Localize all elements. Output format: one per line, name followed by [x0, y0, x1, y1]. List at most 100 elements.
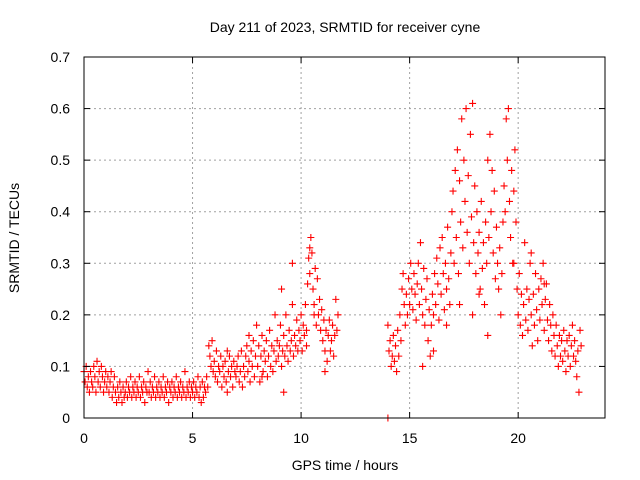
y-tick-label: 0.1: [51, 358, 71, 374]
data-point: [399, 270, 407, 278]
data-point: [155, 378, 163, 386]
data-point: [508, 166, 516, 174]
data-point: [255, 342, 263, 350]
data-point: [293, 316, 301, 324]
data-point: [202, 388, 210, 396]
data-point: [295, 326, 303, 334]
data-point: [415, 301, 423, 309]
data-point: [165, 399, 173, 407]
data-point: [565, 331, 573, 339]
data-point: [282, 311, 290, 319]
data-point: [135, 373, 143, 381]
data-point: [487, 208, 495, 216]
data-point: [447, 249, 455, 257]
data-point: [268, 342, 276, 350]
data-point: [532, 270, 540, 278]
data-point: [332, 295, 340, 303]
y-axis-label: SRMTID / TECUs: [6, 183, 22, 293]
x-tick-label: 10: [293, 430, 309, 446]
data-point: [568, 321, 576, 329]
data-point: [524, 326, 532, 334]
data-point: [301, 301, 309, 309]
data-point: [490, 187, 498, 195]
data-point: [430, 347, 438, 355]
data-point: [419, 362, 427, 370]
data-point: [392, 342, 400, 350]
data-point: [576, 326, 584, 334]
data-point: [272, 357, 280, 365]
data-point: [405, 275, 413, 283]
data-point: [310, 301, 318, 309]
data-point: [575, 388, 583, 396]
data-point: [299, 321, 307, 329]
data-point: [443, 321, 451, 329]
data-point: [307, 234, 315, 241]
data-point: [108, 393, 116, 401]
data-point: [419, 311, 427, 319]
data-point: [514, 311, 522, 319]
data-point: [220, 373, 228, 381]
data-point: [223, 347, 231, 355]
data-point: [527, 311, 535, 319]
data-point: [329, 321, 337, 329]
data-point: [211, 373, 219, 381]
data-point: [436, 244, 444, 252]
data-point: [258, 373, 266, 381]
data-point: [244, 368, 252, 376]
data-point: [512, 218, 520, 226]
data-point: [84, 373, 92, 381]
data-point: [502, 115, 510, 123]
data-point: [309, 285, 317, 293]
data-point: [289, 352, 297, 360]
data-point: [484, 331, 492, 339]
data-point: [479, 239, 487, 247]
y-tick-label: 0.2: [51, 307, 71, 323]
data-point: [449, 187, 457, 195]
data-point: [146, 378, 154, 386]
data-point: [540, 280, 548, 288]
data-point: [440, 306, 448, 314]
data-point: [534, 337, 542, 345]
data-point: [475, 290, 483, 298]
data-point: [556, 352, 564, 360]
y-tick-label: 0.5: [51, 152, 71, 168]
data-point: [469, 311, 477, 319]
data-point: [190, 378, 198, 386]
data-point: [221, 357, 229, 365]
x-tick-label: 0: [80, 430, 88, 446]
data-point: [446, 301, 454, 309]
data-point: [249, 337, 257, 345]
data-point: [456, 301, 464, 309]
data-point: [474, 249, 482, 257]
data-point: [209, 368, 217, 376]
data-point: [254, 362, 262, 370]
data-point: [258, 331, 266, 339]
data-point: [245, 331, 253, 339]
data-point: [279, 347, 287, 355]
data-point: [535, 285, 543, 293]
y-tick-labels: 0 0.1 0.2 0.3 0.4 0.5 0.6 0.7: [51, 49, 71, 426]
data-point: [304, 280, 312, 288]
data-point: [469, 99, 477, 107]
data-point: [559, 357, 567, 365]
data-point: [312, 321, 320, 329]
data-point: [241, 373, 249, 381]
data-point: [306, 270, 314, 278]
data-point: [421, 321, 429, 329]
data-point: [142, 383, 150, 391]
data-point: [540, 326, 548, 334]
data-point: [570, 352, 578, 360]
data-point: [457, 218, 465, 226]
data-point: [222, 378, 230, 386]
data-point: [242, 352, 250, 360]
data-point: [525, 295, 533, 303]
data-point: [285, 326, 293, 334]
data-point: [494, 259, 502, 267]
data-point: [395, 352, 403, 360]
data-point: [271, 311, 279, 319]
data-point: [270, 347, 278, 355]
data-point: [321, 368, 329, 376]
data-point: [287, 337, 295, 345]
data-point: [543, 316, 551, 324]
data-point: [273, 337, 281, 345]
